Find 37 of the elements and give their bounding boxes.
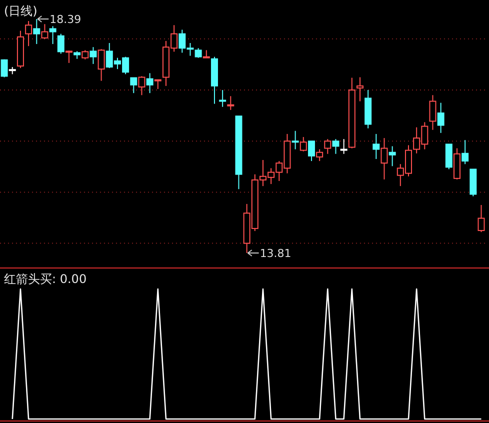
- candlestick: [194, 48, 202, 58]
- candlestick: [33, 18, 40, 45]
- candlestick: [429, 94, 436, 130]
- candlestick: [49, 26, 56, 45]
- annotation: 13.81: [260, 247, 292, 260]
- candlestick: [445, 144, 452, 170]
- candlestick: [57, 33, 64, 54]
- candlestick: [340, 138, 348, 154]
- candlestick: [478, 204, 485, 233]
- chart-title: (日线): [4, 4, 38, 18]
- candlestick: [154, 79, 162, 90]
- candlestick: [300, 136, 307, 152]
- candlestick: [138, 76, 146, 96]
- candlestick: [292, 130, 299, 150]
- candlestick: [90, 46, 97, 64]
- candlestick: [0, 58, 8, 78]
- candlestick: [316, 148, 324, 162]
- candlestick: [356, 76, 364, 102]
- candlestick: [372, 133, 380, 160]
- candlestick: [332, 138, 340, 154]
- candlestick: [41, 24, 48, 40]
- candlestick: [388, 146, 396, 167]
- candlestick: [324, 138, 332, 154]
- candlestick: [219, 90, 226, 108]
- candlestick: [130, 77, 138, 94]
- candlestick: [146, 72, 154, 94]
- annotation: 18.39: [50, 13, 82, 26]
- candlestick: [25, 20, 32, 47]
- chart-title: 红箭头买: 0.00: [4, 272, 87, 286]
- candlestick: [437, 102, 444, 134]
- candlestick: [82, 50, 89, 60]
- candlestick: [308, 140, 315, 162]
- candlestick: [462, 140, 469, 165]
- candlestick: [227, 96, 234, 110]
- candlestick: [98, 48, 105, 82]
- candlestick: [380, 138, 388, 180]
- candlestick: [65, 50, 72, 64]
